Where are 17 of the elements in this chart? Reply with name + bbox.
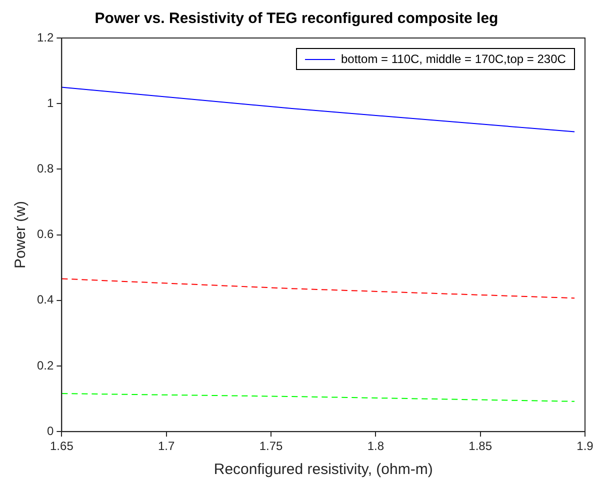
x-tick-label: 1.7 (158, 439, 176, 454)
x-tick-label: 1.75 (259, 439, 284, 454)
x-axis-title: Reconfigured resistivity, (ohm-m) (214, 461, 433, 478)
x-tick-label: 1.85 (468, 439, 492, 454)
chart-title: Power vs. Resistivity of TEG reconfigured composite leg (94, 10, 498, 28)
y-tick-label: 0.4 (36, 292, 54, 307)
x-tick-label: 1.65 (50, 439, 74, 454)
x-tick-label: 1.9 (576, 439, 594, 454)
y-tick-label: 0.6 (36, 227, 54, 242)
y-axis-title: Power (w) (12, 201, 30, 269)
legend-label: bottom = 110C, middle = 170C,top = 230C (341, 52, 566, 66)
x-tick-label: 1.8 (367, 439, 384, 454)
y-tick-label: 1.2 (36, 30, 54, 44)
y-tick-label: 0 (46, 424, 54, 438)
y-tick-label: 1 (46, 96, 54, 110)
y-tick-label: 0.2 (36, 358, 54, 372)
y-tick-label: 0.8 (36, 162, 54, 176)
